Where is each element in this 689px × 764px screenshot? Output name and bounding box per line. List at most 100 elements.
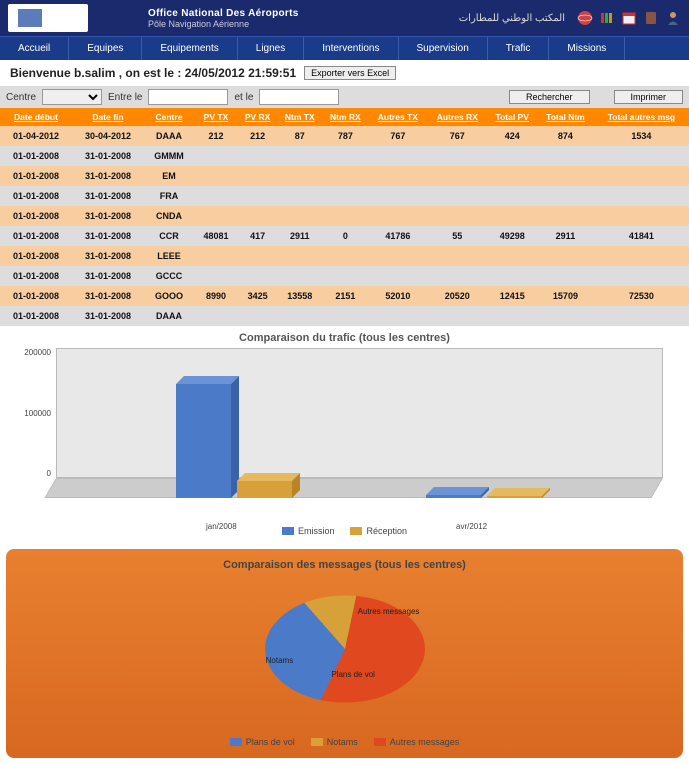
cell: 2911 <box>537 226 594 246</box>
cell <box>487 186 537 206</box>
cell: DAAA <box>144 126 194 146</box>
nav-missions[interactable]: Missions <box>549 37 625 60</box>
date-from-input[interactable] <box>148 89 228 105</box>
cell <box>427 306 487 326</box>
cell: 8990 <box>194 286 238 306</box>
cell <box>322 186 368 206</box>
nav-equipes[interactable]: Equipes <box>69 37 142 60</box>
cell: 01-01-2008 <box>0 306 72 326</box>
header-titles: Office National Des Aéroports Pôle Navig… <box>148 8 299 29</box>
cell: 31-01-2008 <box>72 206 144 226</box>
notebook-icon[interactable] <box>643 10 659 26</box>
col-header[interactable]: Autres RX <box>427 108 487 126</box>
cell: 15709 <box>537 286 594 306</box>
cell <box>537 246 594 266</box>
col-header[interactable]: Total autres msg <box>594 108 689 126</box>
cell <box>537 206 594 226</box>
col-header[interactable]: Date début <box>0 108 72 126</box>
user-icon[interactable] <box>665 10 681 26</box>
cell <box>322 166 368 186</box>
cell <box>277 246 322 266</box>
cell <box>594 166 689 186</box>
cell <box>594 186 689 206</box>
cell: 874 <box>537 126 594 146</box>
table-row: 01-04-201230-04-2012DAAA2122128778776776… <box>0 126 689 146</box>
nav-accueil[interactable]: Accueil <box>0 37 69 60</box>
cell <box>368 146 427 166</box>
pie-chart-title: Comparaison des messages (tous les centr… <box>16 559 673 571</box>
cell: 41841 <box>594 226 689 246</box>
table-row: 01-01-200831-01-2008FRA <box>0 186 689 206</box>
calendar-icon[interactable] <box>621 10 637 26</box>
cell: 767 <box>427 126 487 146</box>
cell <box>487 146 537 166</box>
cell <box>368 246 427 266</box>
cell: 31-01-2008 <box>72 306 144 326</box>
cell <box>238 306 277 326</box>
col-header[interactable]: Total Ntm <box>537 108 594 126</box>
cell <box>594 146 689 166</box>
col-header[interactable]: PV TX <box>194 108 238 126</box>
cell: GCCC <box>144 266 194 286</box>
welcome-text: Bienvenue b.salim , on est le : 24/05/20… <box>10 66 296 80</box>
cell <box>487 206 537 226</box>
logo <box>8 4 88 32</box>
cell: 55 <box>427 226 487 246</box>
col-header[interactable]: Autres TX <box>368 108 427 126</box>
export-excel-button[interactable]: Exporter vers Excel <box>304 66 396 80</box>
cell: 72530 <box>594 286 689 306</box>
cell <box>487 266 537 286</box>
cell <box>487 306 537 326</box>
bar <box>426 495 481 498</box>
cell: 01-01-2008 <box>0 226 72 246</box>
col-header[interactable]: PV RX <box>238 108 277 126</box>
col-header[interactable]: Ntm RX <box>322 108 368 126</box>
col-header[interactable]: Ntm TX <box>277 108 322 126</box>
cell <box>594 246 689 266</box>
nav-supervision[interactable]: Supervision <box>399 37 488 60</box>
et-label: et le <box>234 92 253 103</box>
cell <box>322 246 368 266</box>
table-row: 01-01-200831-01-2008EM <box>0 166 689 186</box>
nav-lignes[interactable]: Lignes <box>238 37 304 60</box>
search-button[interactable]: Rechercher <box>509 90 590 104</box>
cell <box>322 266 368 286</box>
nav-equipements[interactable]: Equipements <box>142 37 237 60</box>
cell: EM <box>144 166 194 186</box>
cell: 417 <box>238 226 277 246</box>
pie-label-plans: Plans de vol <box>331 670 375 679</box>
legend-item: Réception <box>350 526 407 536</box>
legend-item: Notams <box>311 737 358 747</box>
col-header[interactable]: Total PV <box>487 108 537 126</box>
cell: 212 <box>194 126 238 146</box>
print-button[interactable]: Imprimer <box>614 90 684 104</box>
cell <box>194 306 238 326</box>
header-banner: Office National Des Aéroports Pôle Navig… <box>0 0 689 36</box>
cell <box>238 146 277 166</box>
cell <box>238 206 277 226</box>
col-header[interactable]: Date fin <box>72 108 144 126</box>
filter-bar: Centre Entre le et le Rechercher Imprime… <box>0 86 689 108</box>
cell <box>427 266 487 286</box>
cell: 3425 <box>238 286 277 306</box>
centre-select[interactable] <box>42 89 102 105</box>
cell: 52010 <box>368 286 427 306</box>
nav-trafic[interactable]: Trafic <box>488 37 550 60</box>
date-to-input[interactable] <box>259 89 339 105</box>
col-header[interactable]: Centre <box>144 108 194 126</box>
cell: 212 <box>238 126 277 146</box>
cell: 01-01-2008 <box>0 166 72 186</box>
welcome-row: Bienvenue b.salim , on est le : 24/05/20… <box>0 60 689 86</box>
cell: 31-01-2008 <box>72 146 144 166</box>
nav-interventions[interactable]: Interventions <box>304 37 398 60</box>
books-icon[interactable] <box>599 10 615 26</box>
cell <box>537 166 594 186</box>
cell: 1534 <box>594 126 689 146</box>
cell: 31-01-2008 <box>72 226 144 246</box>
cell: 01-01-2008 <box>0 206 72 226</box>
table-row: 01-01-200831-01-2008CNDA <box>0 206 689 226</box>
cell <box>277 306 322 326</box>
pie-label-autres: Autres messages <box>358 607 420 616</box>
globe-icon[interactable] <box>577 10 593 26</box>
cell <box>487 246 537 266</box>
